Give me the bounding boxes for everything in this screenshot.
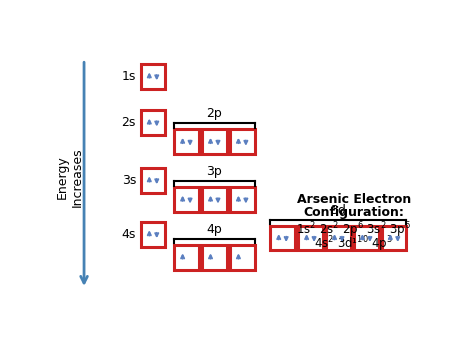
Text: Energy
Increases: Energy Increases xyxy=(56,147,84,207)
Bar xyxy=(230,130,255,154)
Text: 2s: 2s xyxy=(122,116,136,129)
Bar xyxy=(141,222,165,246)
Text: 3p: 3p xyxy=(206,165,222,178)
Bar xyxy=(382,226,406,250)
Text: 4s: 4s xyxy=(122,228,136,241)
Bar xyxy=(230,187,255,212)
Text: 3d: 3d xyxy=(330,204,346,217)
Text: Configuration:: Configuration: xyxy=(303,206,404,219)
Bar xyxy=(174,130,199,154)
Bar xyxy=(141,110,165,135)
Bar xyxy=(202,130,227,154)
Text: 1s$^2$ 2s$^2$ 2p$^6$ 3s$^2$ 3p$^6$: 1s$^2$ 2s$^2$ 2p$^6$ 3s$^2$ 3p$^6$ xyxy=(296,220,411,240)
Text: 2p: 2p xyxy=(206,107,222,120)
Bar xyxy=(326,226,351,250)
Bar xyxy=(141,64,165,89)
Bar xyxy=(230,245,255,270)
Text: 1s: 1s xyxy=(122,70,136,83)
Text: 3s: 3s xyxy=(122,174,136,187)
Text: 4p: 4p xyxy=(206,223,222,236)
Text: 4s$^2$ 3d¹$^{10}$ 4p$^3$: 4s$^2$ 3d¹$^{10}$ 4p$^3$ xyxy=(314,234,393,254)
Text: Arsenic Electron: Arsenic Electron xyxy=(297,193,411,206)
Bar xyxy=(174,245,199,270)
Bar xyxy=(141,168,165,193)
Bar xyxy=(174,187,199,212)
Bar xyxy=(202,245,227,270)
Bar xyxy=(298,226,323,250)
Bar xyxy=(202,187,227,212)
Bar xyxy=(270,226,295,250)
Bar xyxy=(354,226,379,250)
